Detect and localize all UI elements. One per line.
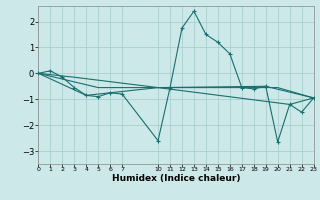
X-axis label: Humidex (Indice chaleur): Humidex (Indice chaleur) — [112, 174, 240, 183]
